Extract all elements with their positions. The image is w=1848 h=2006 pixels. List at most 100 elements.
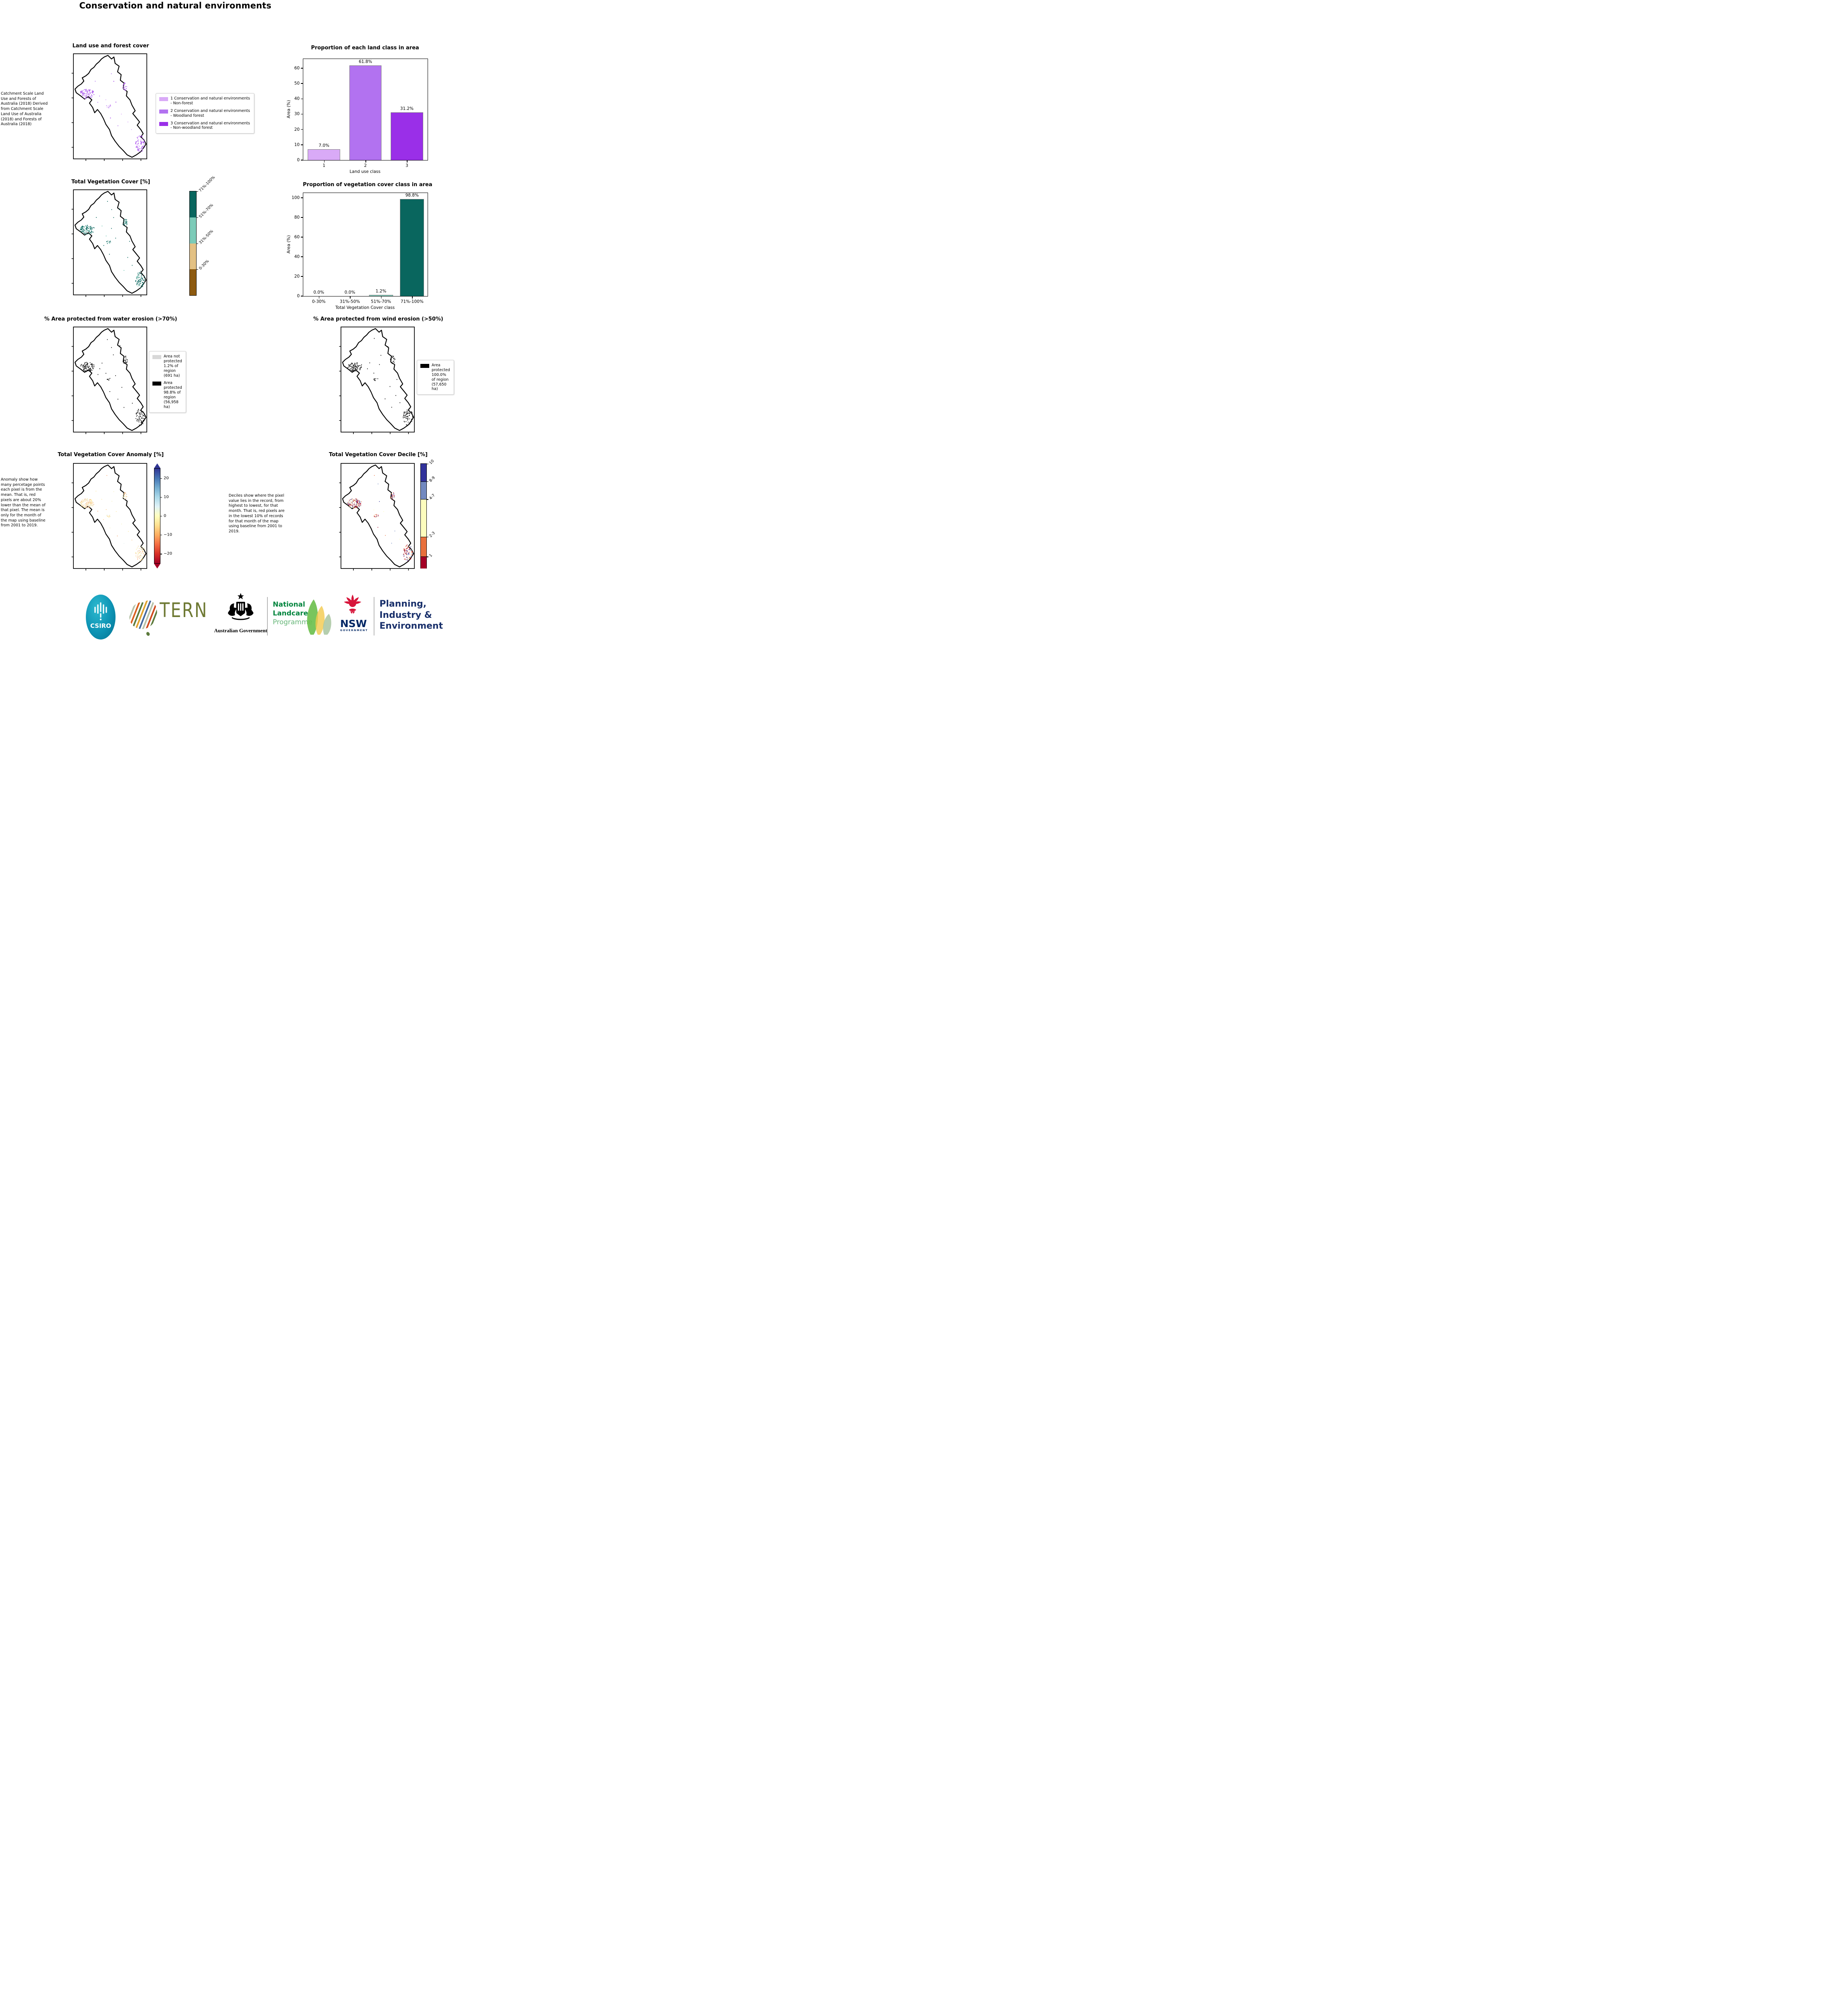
nsw-wordmark: NSW [340, 618, 367, 629]
legend-swatch [159, 109, 168, 114]
colorbar-segment [190, 243, 196, 270]
y-tick-label: 50 [294, 81, 300, 86]
y-axis-label: Area (%) [286, 100, 291, 118]
colorbar-segment [421, 481, 426, 500]
colorbar-segment [421, 537, 426, 557]
wind-erosion-map [339, 327, 415, 434]
planning-line: Industry & [379, 610, 432, 620]
colorbar-label: 0-30% [198, 259, 210, 271]
colorbar-label: 71%-100% [198, 175, 216, 193]
y-tick [301, 114, 303, 115]
planning-line: Planning, [379, 599, 427, 609]
x-tick-label: 0-30% [312, 299, 326, 304]
colorbar-tick [196, 191, 198, 192]
plot-area: 0 10 20 30 40 50 60 1 7.0% 2 61.8% 3 31.2% [294, 59, 428, 168]
legend-item: Area protected 98.8% of region (56,958 h… [152, 381, 183, 409]
y-tick-label: 0 [297, 158, 300, 162]
y-tick [301, 68, 303, 69]
map-pixels [80, 339, 145, 426]
caption-land-use: Catchment Scale Land Use and Forests of … [1, 91, 48, 127]
colorbar-segment [190, 217, 196, 244]
colorbar-tick [426, 481, 428, 482]
nsw-waratah-icon [344, 595, 361, 614]
colorbar-tick-label: −10 [164, 532, 172, 537]
legend-label: 3 Conservation and natural environments … [170, 121, 250, 130]
svg-text:CSIRO: CSIRO [90, 622, 111, 629]
colorbar-label: 10 [428, 459, 435, 465]
decile-map [339, 463, 415, 571]
x-tick [381, 296, 382, 298]
bar [349, 65, 382, 160]
decile-colorbar: 10 8-9 4-7 2-3 1 [420, 459, 436, 569]
x-tick [350, 296, 351, 298]
bar-value-label: 61.8% [359, 59, 372, 65]
y-tick-label: 80 [294, 215, 300, 220]
australian-government-wordmark: Australian Government [214, 627, 268, 633]
colorbar-label: 51%-70% [198, 203, 215, 219]
caption-decile: Deciles show where the pixel value lies … [229, 493, 285, 534]
colorbar-tick-label: 20 [164, 476, 169, 481]
map-frame [73, 189, 147, 295]
legend-item: 3 Conservation and natural environments … [159, 121, 251, 131]
y-tick-label: 10 [294, 142, 300, 147]
colorbar-segment [190, 269, 196, 295]
map-frame [73, 327, 147, 432]
landcare-line: Landcare [273, 609, 308, 618]
planning-wordmark: Planning, Industry & Environment [379, 599, 443, 632]
colorbar-label: 31%-50% [198, 229, 215, 245]
tern-australia-icon [129, 600, 157, 636]
legend-swatch [152, 355, 161, 359]
x-tick-label: 71%-100% [400, 299, 424, 304]
land-use-map [71, 53, 147, 161]
nsw-government-label: GOVERNMENT [340, 629, 368, 632]
bar [400, 199, 424, 296]
colorbar-label: 4-7 [428, 493, 436, 501]
bar-value-label: 0.0% [344, 290, 355, 295]
colorbar-segment [421, 499, 426, 537]
map-frame [73, 53, 147, 159]
veg-cover-map [71, 189, 147, 297]
legend-item: 2 Conservation and natural environments … [159, 109, 251, 118]
y-axis-label: Area (%) [286, 235, 291, 254]
colorbar-gradient: 20 10 0 −10 −20 [154, 468, 172, 564]
colorbar-segment [190, 191, 196, 217]
legend-label: Area not protected 1.2% of region (691 h… [164, 354, 182, 378]
australian-government-crest-icon [228, 593, 254, 620]
map-pixels [347, 338, 413, 426]
chart-title: Proportion of vegetation cover class in … [303, 182, 432, 188]
colorbar-tick [426, 556, 428, 557]
y-tick [301, 217, 303, 218]
map-frame [341, 463, 415, 569]
y-tick [301, 144, 303, 145]
colorbar-tick-label: 10 [164, 495, 169, 499]
y-tick-label: 40 [294, 96, 300, 102]
catchment-outline [342, 328, 414, 431]
y-tick-label: 20 [294, 127, 300, 132]
colorbar-arrow-down [154, 564, 160, 569]
colorbar-arrow-up [154, 463, 160, 468]
map-pixels [347, 475, 413, 561]
colorbar-label: 8-9 [428, 475, 436, 483]
anomaly-map [71, 463, 147, 571]
legend-label: Area protected 98.8% of region (56,958 h… [164, 381, 182, 409]
land-class-chart: Proportion of each land class in area Ar… [277, 44, 445, 181]
y-tick-label: 60 [294, 235, 300, 240]
wind-erosion-legend: Area protected 100.0% of region (57,650 … [417, 360, 454, 395]
planning-line: Environment [379, 621, 443, 631]
y-tick [301, 276, 303, 277]
legend-label: Area protected 100.0% of region (57,650 … [432, 363, 450, 392]
colorbar-segment [421, 556, 426, 569]
colorbar-segment [421, 464, 426, 482]
landcare-leaves-icon [307, 599, 331, 635]
csiro-logo: CSIRO [86, 595, 116, 640]
veg-class-chart: Proportion of vegetation cover class in … [277, 179, 445, 317]
x-axis-label: Total Vegetation Cover class [335, 305, 395, 310]
veg-cover-colorbar: 71%-100% 51%-70% 31%-50% 0-30% [189, 175, 216, 296]
panel-title-wind-erosion: % Area protected from wind erosion (>50%… [313, 316, 443, 322]
tern-wordmark: TERN [160, 599, 208, 622]
water-erosion-legend: Area not protected 1.2% of region (691 h… [149, 351, 186, 413]
logo-divider [267, 597, 268, 636]
landcare-line: National [273, 601, 305, 609]
bar-value-label: 1.2% [375, 289, 387, 294]
colorbar-tick [196, 217, 198, 218]
